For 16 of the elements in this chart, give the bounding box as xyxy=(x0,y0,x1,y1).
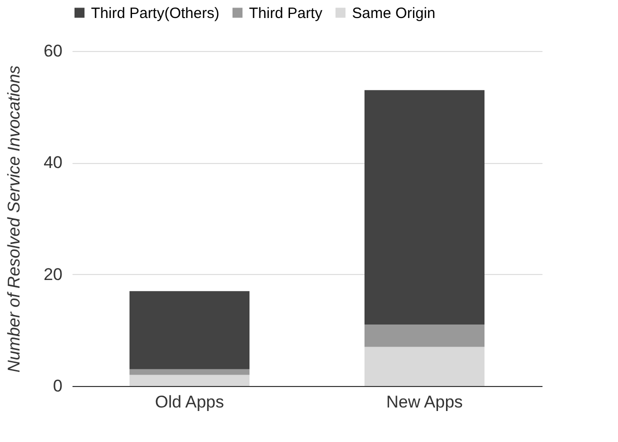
legend-label: Same Origin xyxy=(352,4,436,22)
bar xyxy=(130,291,250,370)
bar xyxy=(364,346,484,386)
x-tick-label: Old Apps xyxy=(155,392,224,412)
y-tick-label: 40 xyxy=(44,153,62,172)
bar xyxy=(364,90,484,325)
y-axis-title: Number of Resolved Service Invocations xyxy=(4,64,24,373)
bar xyxy=(130,369,250,375)
y-tick-label: 20 xyxy=(44,264,62,284)
x-tick-label: New Apps xyxy=(386,392,463,412)
y-tick-label: 0 xyxy=(53,376,62,396)
bar xyxy=(364,324,484,347)
y-tick-label: 60 xyxy=(44,42,62,60)
legend-label: Third Party xyxy=(249,4,323,22)
bar xyxy=(130,374,250,386)
legend-label: Third Party(Others) xyxy=(91,4,220,22)
